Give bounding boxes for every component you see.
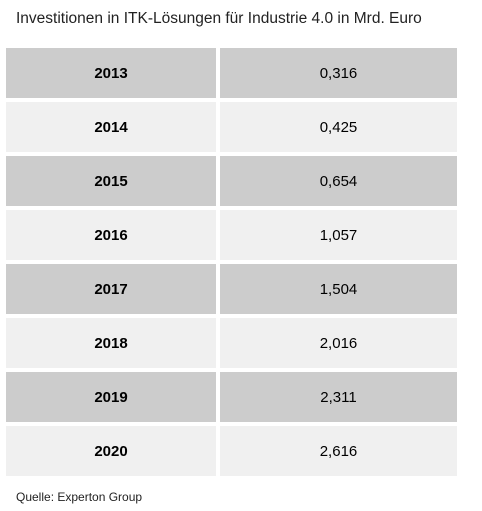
value-cell: 1,504 — [220, 264, 457, 314]
source-note: Quelle: Experton Group — [16, 490, 143, 504]
table-row: 2016 1,057 — [6, 210, 457, 260]
table-row: 2015 0,654 — [6, 156, 457, 206]
value-cell: 2,311 — [220, 372, 457, 422]
value-cell: 1,057 — [220, 210, 457, 260]
year-cell: 2020 — [6, 426, 216, 476]
table-row: 2020 2,616 — [6, 426, 457, 476]
table-row: 2013 0,316 — [6, 48, 457, 98]
year-cell: 2016 — [6, 210, 216, 260]
value-cell: 0,654 — [220, 156, 457, 206]
value-cell: 2,616 — [220, 426, 457, 476]
table-row: 2014 0,425 — [6, 102, 457, 152]
table-row: 2017 1,504 — [6, 264, 457, 314]
year-cell: 2013 — [6, 48, 216, 98]
year-cell: 2015 — [6, 156, 216, 206]
value-cell: 2,016 — [220, 318, 457, 368]
value-cell: 0,316 — [220, 48, 457, 98]
year-cell: 2019 — [6, 372, 216, 422]
year-cell: 2014 — [6, 102, 216, 152]
data-table: 2013 0,316 2014 0,425 2015 0,654 2016 1,… — [6, 48, 457, 476]
chart-title: Investitionen in ITK-Lösungen für Indust… — [16, 10, 422, 27]
year-cell: 2018 — [6, 318, 216, 368]
value-cell: 0,425 — [220, 102, 457, 152]
year-cell: 2017 — [6, 264, 216, 314]
table-row: 2019 2,311 — [6, 372, 457, 422]
table-row: 2018 2,016 — [6, 318, 457, 368]
